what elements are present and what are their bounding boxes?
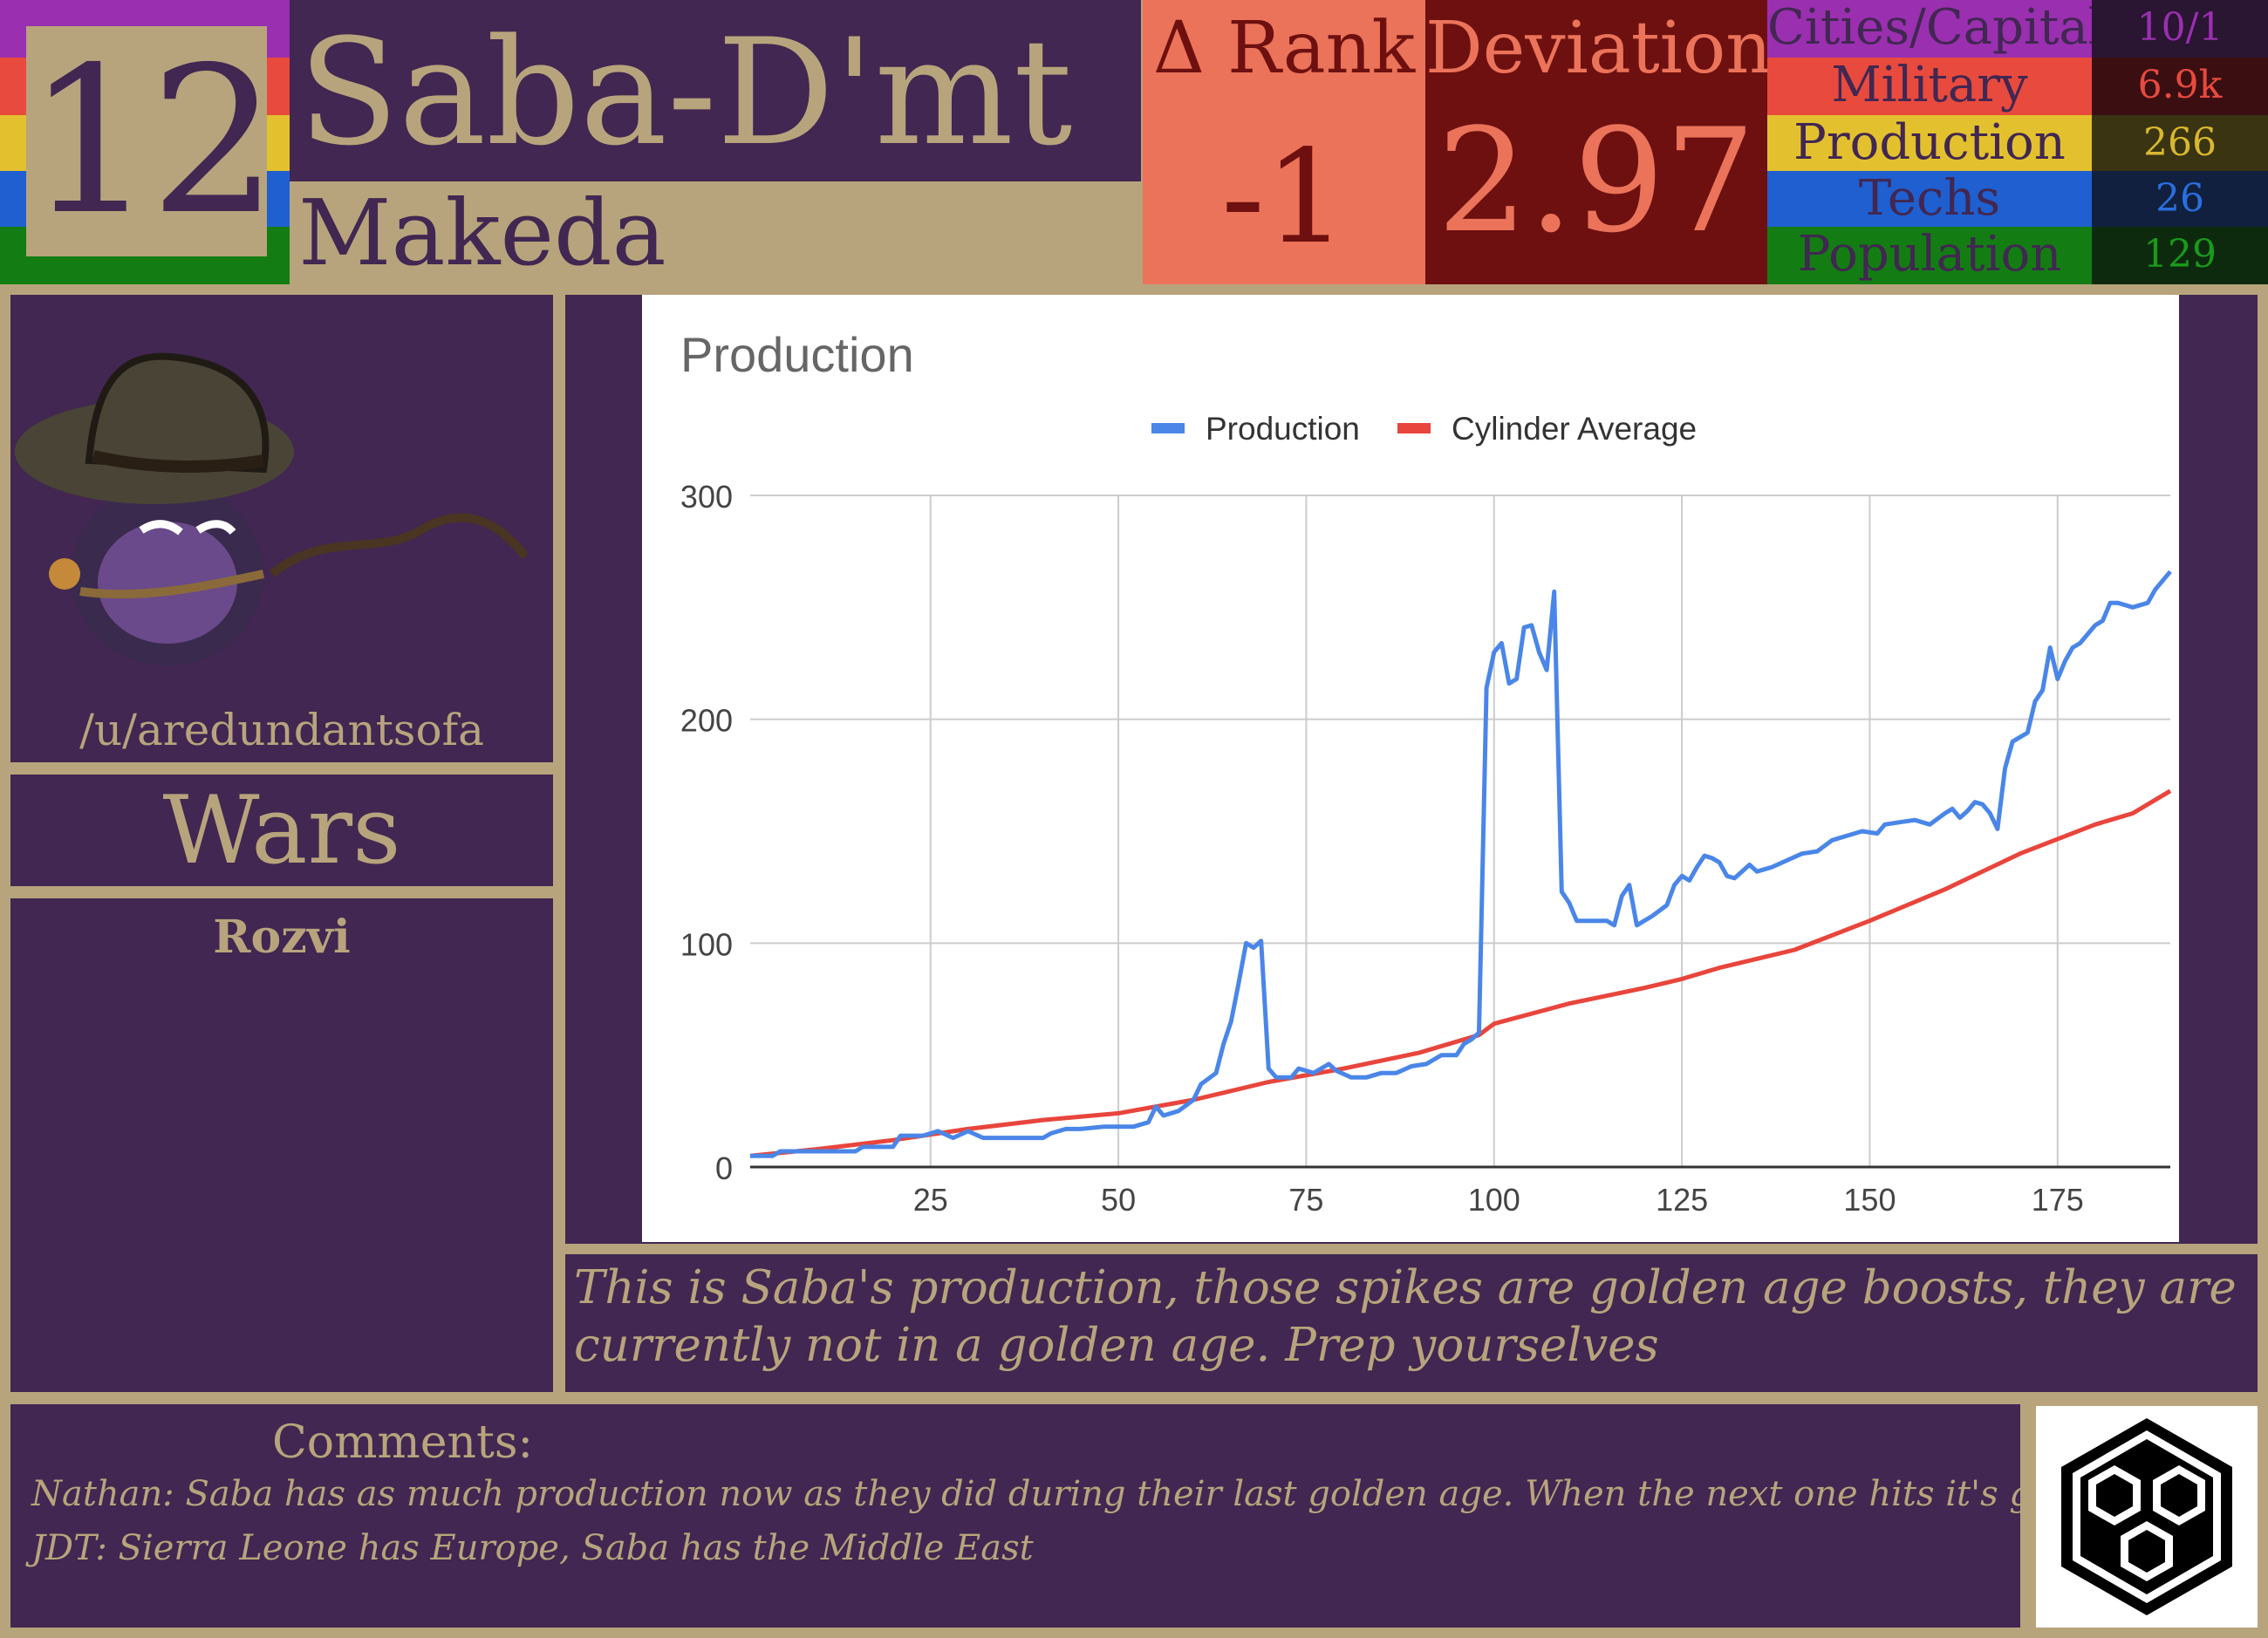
stat-value-population: 129 bbox=[2092, 227, 2268, 284]
legend-swatch bbox=[1151, 423, 1185, 433]
avatar-panel bbox=[10, 295, 553, 762]
x-tick-label: 175 bbox=[2032, 1182, 2084, 1218]
wars-header-panel: Wars bbox=[10, 775, 553, 886]
nation-name: Saba-D'mt bbox=[298, 7, 1073, 178]
y-tick-label: 300 bbox=[680, 479, 733, 515]
nation-name-box bbox=[290, 0, 1141, 181]
rank-number: 12 bbox=[26, 24, 278, 259]
war-item: Rozvi bbox=[213, 911, 351, 964]
stat-label-cities: Cities/Capitals bbox=[1767, 0, 2129, 58]
legend-swatch bbox=[1397, 423, 1431, 433]
comments-title: Comments: bbox=[272, 1416, 534, 1469]
y-tick-label: 100 bbox=[680, 926, 733, 962]
stat-value-cities: 10/1 bbox=[2092, 0, 2268, 58]
x-tick-label: 25 bbox=[913, 1182, 948, 1218]
legend-label: Cylinder Average bbox=[1452, 411, 1697, 447]
x-tick-label: 150 bbox=[1843, 1182, 1896, 1218]
x-tick-label: 125 bbox=[1656, 1182, 1708, 1218]
stat-value-production: 266 bbox=[2092, 115, 2268, 171]
cylinder-average-series-line bbox=[749, 788, 2172, 1158]
stat-label-techs: Techs bbox=[1767, 171, 2092, 227]
stat-label-military: Military bbox=[1767, 58, 2092, 115]
avatar bbox=[15, 352, 529, 665]
player-username: /u/aredundantsofa bbox=[79, 705, 484, 755]
x-tick-label: 100 bbox=[1468, 1182, 1520, 1218]
logo-panel bbox=[2036, 1406, 2258, 1628]
stat-label-population: Population bbox=[1767, 227, 2092, 284]
chart-title: Production bbox=[680, 327, 914, 382]
stat-value-techs: 26 bbox=[2092, 171, 2268, 227]
delta-rank-box: Δ Rank -1 bbox=[1143, 0, 1425, 284]
caption-panel: This is Saba's production, those spikes … bbox=[565, 1254, 2258, 1392]
stat-label-production: Production bbox=[1767, 115, 2092, 171]
comment-item: Nathan: Saba has as much production now … bbox=[31, 1474, 2268, 1514]
deviation-value: 2.97 bbox=[1437, 98, 1756, 264]
delta-rank-label: Δ Rank bbox=[1152, 7, 1416, 90]
wars-title: Wars bbox=[162, 776, 401, 885]
wars-list-panel: Rozvi bbox=[10, 898, 553, 1392]
deviation-box: Deviation 2.97 bbox=[1425, 0, 1773, 284]
hexagon-logo-icon bbox=[2061, 1418, 2232, 1615]
production-series-line bbox=[750, 570, 2172, 1158]
leader-name: Makeda bbox=[298, 180, 666, 286]
chart-caption: This is Saba's production, those spikes … bbox=[574, 1261, 2237, 1372]
y-tick-label: 0 bbox=[715, 1150, 733, 1186]
x-tick-label: 50 bbox=[1101, 1182, 1136, 1218]
production-chart: 0 100 200 300 25 50 75 100 125 150 175 Production C… bbox=[642, 295, 2179, 1242]
stat-value-military: 6.9k bbox=[2092, 58, 2268, 115]
deviation-label: Deviation bbox=[1425, 7, 1773, 90]
comments-panel: Comments: Nathan: Saba has as much produ… bbox=[10, 1404, 2268, 1628]
comment-item: JDT: Sierra Leone has Europe, Saba has t… bbox=[31, 1528, 1034, 1568]
y-tick-label: 200 bbox=[680, 703, 733, 739]
delta-rank-value: -1 bbox=[1220, 122, 1348, 272]
x-tick-label: 75 bbox=[1288, 1182, 1323, 1218]
legend-label: Production bbox=[1206, 411, 1360, 447]
